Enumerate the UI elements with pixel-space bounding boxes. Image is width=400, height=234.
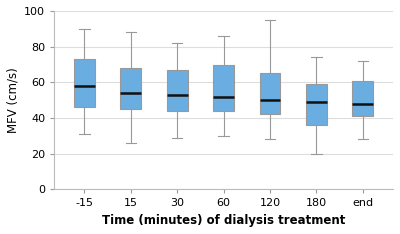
Y-axis label: MFV (cm/s): MFV (cm/s) [7,67,20,133]
PathPatch shape [213,65,234,111]
PathPatch shape [260,73,280,114]
PathPatch shape [74,59,95,107]
PathPatch shape [306,84,327,125]
PathPatch shape [120,68,141,109]
PathPatch shape [352,80,373,116]
PathPatch shape [167,70,188,111]
X-axis label: Time (minutes) of dialysis treatment: Time (minutes) of dialysis treatment [102,214,345,227]
